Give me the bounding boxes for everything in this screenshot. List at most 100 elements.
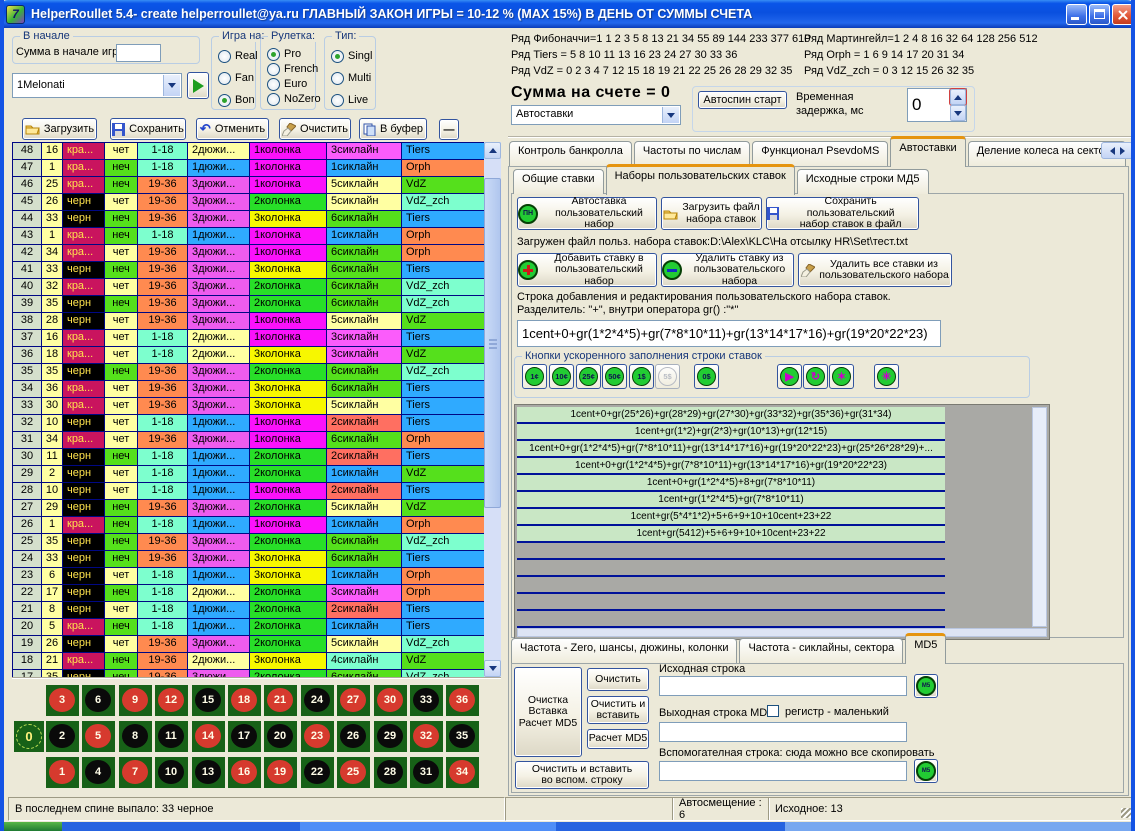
tab-scroll-arrows[interactable] xyxy=(1101,142,1131,159)
taskbar-button[interactable] xyxy=(300,822,556,831)
spin-row[interactable]: 43 1 кра... неч 1-18 1дюжи... 1колонка 1сиклайн… xyxy=(13,228,486,245)
board-cell-16[interactable]: 16 xyxy=(228,757,261,788)
board-cell-11[interactable]: 11 xyxy=(155,721,188,752)
radio-nozero[interactable]: NoZero xyxy=(267,92,321,106)
board-cell-3[interactable]: 3 xyxy=(46,685,79,716)
start-sum-input[interactable] xyxy=(116,44,161,62)
tab-деление-колеса-на-сектора[interactable]: Деление колеса на сектора xyxy=(967,141,1126,166)
tab-частота-сиклайны-сектора[interactable]: Частота - сиклайны, сектора xyxy=(739,638,904,663)
board-cell-30[interactable]: 30 xyxy=(374,685,407,716)
radio-live[interactable]: Live xyxy=(331,93,368,107)
spin-row[interactable]: 18 21 кра... неч 19-36 2дюжи... 3колонка 4сикла… xyxy=(13,653,486,670)
spin-row[interactable]: 20 5 кра... неч 1-18 1дюжи... 2колонка 1сиклайн… xyxy=(13,619,486,636)
board-cell-14[interactable]: 14 xyxy=(192,721,225,752)
scroll-up-button[interactable] xyxy=(484,142,501,159)
md5-out-input[interactable] xyxy=(659,722,907,742)
md5-clear-paste-calc-button[interactable]: Очистка Вставка Расчет MD5 xyxy=(514,667,582,757)
board-cell-13[interactable]: 13 xyxy=(192,757,225,788)
spin-row[interactable]: 27 29 черн неч 19-36 3дюжи... 2колонка 5сиклайн… xyxy=(13,500,486,517)
bet-string-row[interactable]: 1cent+0+gr(25*26)+gr(28*29)+gr(27*30)+gr… xyxy=(517,407,945,424)
spin-row[interactable]: 23 6 черн чет 1-18 1дюжи... 3колонка 1сиклайн Or… xyxy=(13,568,486,585)
board-cell-21[interactable]: 21 xyxy=(264,685,297,716)
board-cell-2[interactable]: 2 xyxy=(46,721,79,752)
close-button[interactable] xyxy=(1112,4,1131,25)
bet-string-row[interactable]: 1cent+0+gr(1*2*4*5)+gr(7*8*10*11)+gr(13*… xyxy=(517,441,945,458)
tab-исходные-строки-мд5[interactable]: Исходные строки МД5 xyxy=(796,169,929,194)
scrollbar-thumb[interactable] xyxy=(484,178,501,508)
board-cell-0[interactable]: 0 xyxy=(14,721,44,752)
maximize-button[interactable] xyxy=(1089,4,1110,25)
tab-автоставки[interactable]: Автоставки xyxy=(890,136,966,167)
quick-button-chip-1$[interactable]: 1$ xyxy=(629,364,654,389)
board-cell-25[interactable]: 25 xyxy=(337,757,370,788)
tab-md5[interactable]: MD5 xyxy=(905,633,947,664)
md5-calc-icon-button[interactable]: М5 xyxy=(914,674,938,698)
board-cell-12[interactable]: 12 xyxy=(155,685,188,716)
board-cell-7[interactable]: 7 xyxy=(119,757,152,788)
add-bet-button[interactable]: Добавить ставку в пользовательский набор xyxy=(517,252,657,287)
board-cell-24[interactable]: 24 xyxy=(301,685,334,716)
board-cell-10[interactable]: 10 xyxy=(155,757,188,788)
radio-french[interactable]: French xyxy=(267,62,318,76)
spin-row[interactable]: 22 17 черн неч 1-18 2дюжи... 2колонка 3сиклайн O… xyxy=(13,585,486,602)
board-cell-18[interactable]: 18 xyxy=(228,685,261,716)
tab-общие-ставки[interactable]: Общие ставки xyxy=(513,169,604,194)
bet-string-row-empty[interactable] xyxy=(517,543,945,560)
board-cell-36[interactable]: 36 xyxy=(446,685,479,716)
tab-частота-zero-шансы-дюжины-колонки[interactable]: Частота - Zero, шансы, дюжины, колонки xyxy=(511,638,738,663)
board-cell-23[interactable]: 23 xyxy=(301,721,334,752)
spin-row[interactable]: 29 2 черн чет 1-18 1дюжи... 2колонка 1сиклайн Vd… xyxy=(13,466,486,483)
board-cell-6[interactable]: 6 xyxy=(82,685,115,716)
copy-to-buffer-button[interactable]: В буфер xyxy=(359,118,427,140)
spin-row[interactable]: 33 30 кра... чет 19-36 3дюжи... 3колонка 5сикла… xyxy=(13,398,486,415)
bet-string-row[interactable]: 1cent+gr(1*2*4*5)+gr(7*8*10*11) xyxy=(517,492,945,509)
bet-string-row[interactable]: 1cent+gr(5412)+5+6+9+10+10cent+23+22 xyxy=(517,526,945,543)
play-button[interactable] xyxy=(187,72,209,99)
quick-button-chip-1¢[interactable]: 1¢ xyxy=(522,364,547,389)
quick-button-play[interactable]: ▶ xyxy=(777,364,802,389)
taskbar-tray[interactable] xyxy=(785,822,1131,831)
spin-row[interactable]: 28 10 черн чет 1-18 1дюжи... 1колонка 2сиклайн T… xyxy=(13,483,486,500)
board-cell-4[interactable]: 4 xyxy=(82,757,115,788)
tab-наборы-пользовательских-ставок[interactable]: Наборы пользовательских ставок xyxy=(605,164,795,195)
board-cell-31[interactable]: 31 xyxy=(410,757,443,788)
board-cell-29[interactable]: 29 xyxy=(374,721,407,752)
spin-row[interactable]: 19 26 черн чет 19-36 3дюжи... 2колонка 5сиклайн… xyxy=(13,636,486,653)
quick-button-repeat[interactable]: ↻ xyxy=(803,364,828,389)
radio-euro[interactable]: Euro xyxy=(267,77,307,91)
spin-row[interactable]: 37 16 кра... чет 1-18 2дюжи... 1колонка 3сиклай… xyxy=(13,330,486,347)
bet-string-row[interactable]: 1cent+gr(1*2)+gr(2*3)+gr(10*13)+gr(12*15… xyxy=(517,424,945,441)
autobet-user-set-button[interactable]: ПН Автоставка пользовательский набор xyxy=(517,196,657,230)
radio-real[interactable]: Real xyxy=(218,49,258,63)
spinner-up-button[interactable] xyxy=(949,88,967,106)
quick-button-chip-50¢[interactable]: 50¢ xyxy=(602,364,627,389)
board-cell-27[interactable]: 27 xyxy=(337,685,370,716)
spin-table-scrollbar[interactable] xyxy=(484,142,501,677)
radio-multi[interactable]: Multi xyxy=(331,71,371,85)
start-button[interactable] xyxy=(4,822,62,831)
bet-string-row[interactable]: 1cent+gr(5*4*1*2)+5+6+9+10+10cent+23+22 xyxy=(517,509,945,526)
clear-button[interactable]: Очистить xyxy=(279,118,351,140)
bet-string-input[interactable]: 1cent+0+gr(1*2*4*5)+gr(7*8*10*11)+gr(13*… xyxy=(517,320,941,347)
board-cell-22[interactable]: 22 xyxy=(301,757,334,788)
list-horizontal-scrollbar[interactable] xyxy=(517,628,1047,637)
md5-clear-paste-aux-button[interactable]: Очистить и вставить во вспом. строку xyxy=(515,761,649,789)
radio-pro[interactable]: Pro xyxy=(267,47,301,61)
quick-button-chip-25¢[interactable]: 25¢ xyxy=(576,364,601,389)
load-bet-file-button[interactable]: Загрузить файл набора ставок xyxy=(661,197,762,230)
radio-singl[interactable]: Singl xyxy=(331,49,372,63)
board-cell-26[interactable]: 26 xyxy=(337,721,370,752)
taskbar[interactable] xyxy=(4,822,1131,831)
quick-button-pattern[interactable]: ✳ xyxy=(874,364,899,389)
board-cell-33[interactable]: 33 xyxy=(410,685,443,716)
remove-bet-button[interactable]: Удалить ставку из пользовательского набо… xyxy=(661,252,794,287)
spin-row[interactable]: 21 8 черн чет 1-18 1дюжи... 2колонка 2сиклайн Ti… xyxy=(13,602,486,619)
spin-row[interactable]: 34 36 кра... чет 19-36 3дюжи... 3колонка 6сикла… xyxy=(13,381,486,398)
spin-row[interactable]: 40 32 кра... чет 19-36 3дюжи... 2колонка 6сикла… xyxy=(13,279,486,296)
board-cell-17[interactable]: 17 xyxy=(228,721,261,752)
bet-string-row-empty[interactable] xyxy=(517,577,945,594)
quick-button-chip-0$[interactable]: 0$ xyxy=(694,364,719,389)
tab-контроль-банкролла[interactable]: Контроль банкролла xyxy=(509,141,632,166)
remove-all-bets-button[interactable]: Удалить все ставки из пользовательского … xyxy=(798,253,952,287)
list-vertical-scrollbar[interactable] xyxy=(1032,407,1047,627)
